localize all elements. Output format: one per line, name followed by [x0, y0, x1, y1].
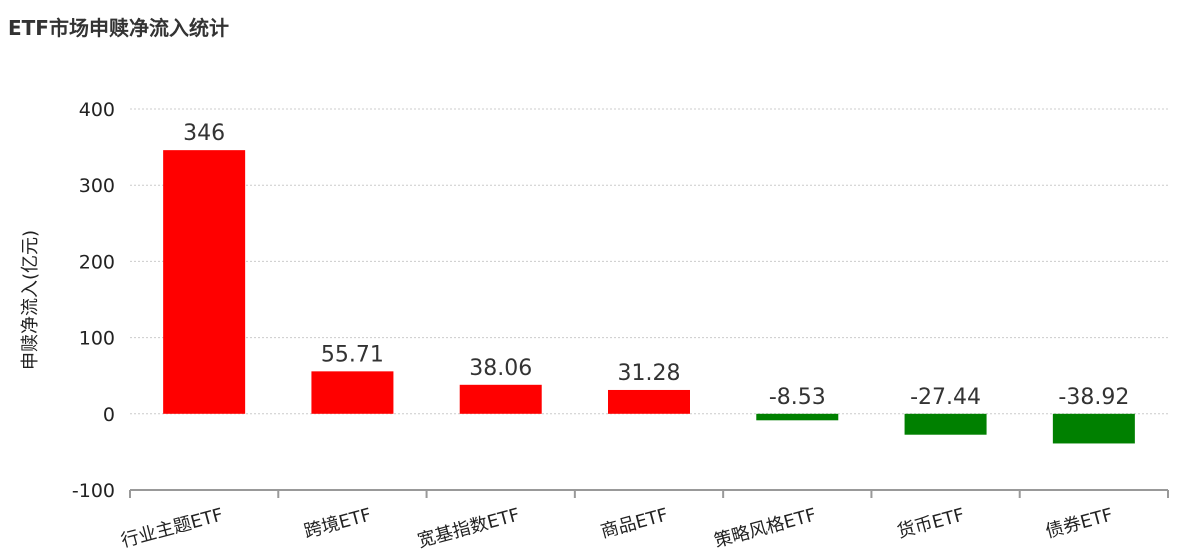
data-label: -27.44 — [910, 385, 981, 410]
y-axis-label: 申赎净流入(亿元) — [20, 230, 41, 370]
x-tick-label: 债券ETF — [1043, 505, 1115, 543]
data-label: 31.28 — [618, 361, 681, 386]
bar — [1052, 413, 1135, 444]
y-tick-label: 300 — [79, 175, 115, 197]
chart-title: ETF市场申赎净流入统计 — [8, 16, 229, 40]
x-tick-label: 商品ETF — [598, 505, 670, 543]
bar — [904, 413, 987, 435]
x-tick-label: 策略风格ETF — [712, 505, 819, 552]
x-tick-label: 宽基指数ETF — [415, 505, 522, 552]
data-label: 346 — [183, 121, 225, 146]
bar — [608, 389, 690, 414]
x-tick-label: 货币ETF — [895, 505, 967, 543]
data-label: -8.53 — [769, 385, 826, 410]
y-tick-label: 200 — [79, 251, 115, 273]
y-tick-label: 100 — [79, 328, 115, 350]
bar — [459, 384, 542, 414]
data-label: 55.71 — [321, 342, 384, 367]
bar — [163, 150, 246, 414]
x-tick-label: 行业主题ETF — [119, 505, 226, 552]
y-tick-label: -100 — [72, 480, 115, 502]
x-tick-label: 跨境ETF — [302, 505, 374, 543]
data-label: 38.06 — [469, 356, 532, 381]
y-tick-label: 400 — [79, 99, 115, 121]
bar — [756, 413, 839, 421]
bar — [311, 371, 394, 414]
data-label: -38.92 — [1058, 385, 1129, 410]
y-tick-label: 0 — [103, 404, 115, 426]
